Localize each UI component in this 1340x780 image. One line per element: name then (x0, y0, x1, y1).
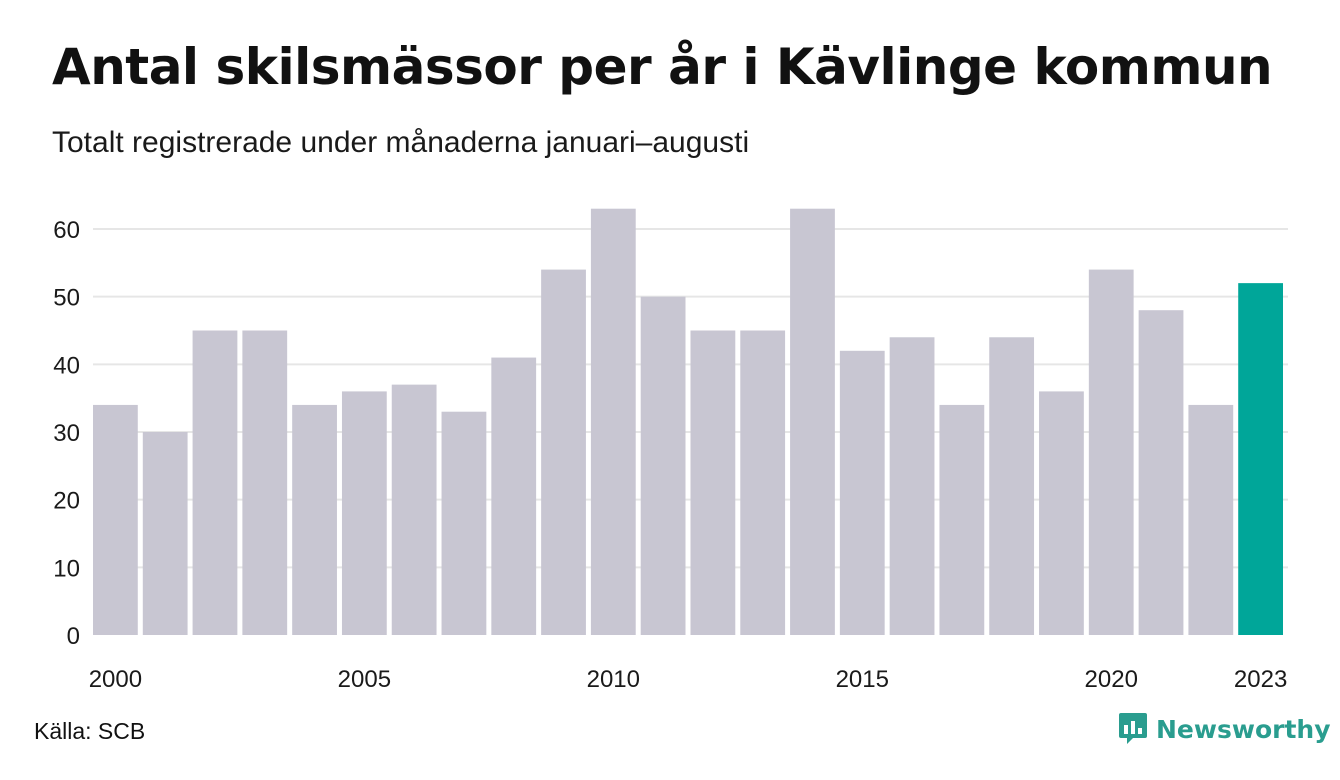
bar-2013 (740, 330, 786, 635)
bar-2015 (839, 350, 885, 635)
bar-2008 (491, 357, 537, 635)
y-tick-label: 30 (53, 420, 80, 447)
source-note: Källa: SCB (34, 718, 146, 744)
chart-title: Antal skilsmässor per år i Kävlinge komm… (52, 38, 1273, 96)
bar-2011 (640, 296, 686, 635)
y-tick-label: 60 (53, 217, 80, 244)
brand-name: Newsworthy (1156, 714, 1331, 744)
bar-2007 (441, 411, 487, 635)
bar-chart: 0 10 20 30 40 50 60 2000 2005 2010 2015 2020 2023 (53, 208, 1288, 693)
y-tick-label: 40 (53, 352, 80, 379)
x-axis: 2000 2005 2010 2015 2020 2023 (89, 666, 1288, 693)
bar-2017 (939, 404, 985, 635)
bar-2012 (690, 330, 736, 635)
newsworthy-icon (1119, 713, 1147, 744)
x-tick-label: 2020 (1085, 666, 1138, 693)
bar-2006 (391, 384, 437, 635)
y-tick-label: 50 (53, 285, 80, 312)
bar-2004 (292, 404, 337, 635)
bar-2016 (889, 337, 935, 635)
y-axis: 0 10 20 30 40 50 60 (53, 217, 80, 650)
x-tick-label: 2000 (89, 666, 142, 693)
bar-2005 (341, 391, 387, 635)
brand-logo: Newsworthy (1118, 712, 1331, 746)
y-tick-label: 0 (67, 623, 80, 650)
bar-2002 (192, 330, 238, 635)
bar-2022 (1188, 404, 1234, 635)
bar-2023 (1238, 283, 1283, 635)
x-tick-label: 2015 (836, 666, 889, 693)
x-tick-label: 2010 (587, 666, 640, 693)
bar-2000 (93, 404, 138, 635)
bar-2014 (790, 208, 835, 635)
bar-2009 (541, 269, 586, 635)
y-tick-label: 10 (53, 555, 80, 582)
x-tick-label: 2005 (338, 666, 391, 693)
bar-2018 (989, 337, 1035, 635)
bar-2001 (142, 432, 188, 635)
bar-2019 (1039, 391, 1084, 635)
bar-2021 (1138, 310, 1184, 635)
bars (93, 208, 1283, 635)
bar-2020 (1088, 269, 1134, 635)
x-tick-label: 2023 (1234, 666, 1287, 693)
chart-subtitle: Totalt registrerade under månaderna janu… (52, 126, 750, 159)
bar-2003 (242, 330, 288, 635)
bar-2010 (590, 208, 636, 635)
y-tick-label: 20 (53, 488, 80, 515)
